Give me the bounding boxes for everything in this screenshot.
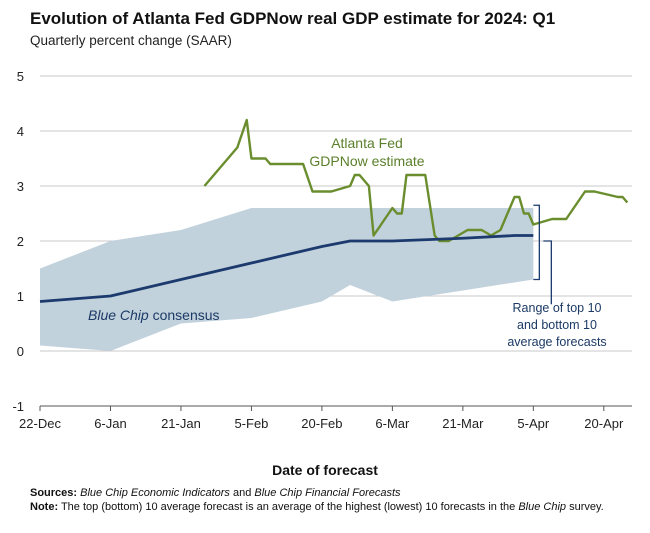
note-label: Note:	[30, 501, 59, 513]
chart-notes: Sources: Blue Chip Economic Indicators a…	[30, 486, 630, 514]
note-part: Blue Chip	[518, 501, 567, 513]
range-annotation: Range of top 10	[513, 301, 602, 315]
sources-part: Blue Chip Financial Forecasts	[254, 487, 401, 499]
y-tick-label: 0	[17, 344, 24, 359]
range-band	[40, 208, 534, 351]
x-tick-label: 5-Apr	[517, 416, 549, 431]
note-part: survey.	[566, 501, 604, 513]
note-part: The top (bottom) 10 average forecast is …	[58, 501, 519, 513]
y-tick-label: 1	[17, 289, 24, 304]
y-tick-label: 5	[17, 69, 24, 84]
bluechip-annotation-part: consensus	[149, 307, 220, 323]
bluechip-annotation: Blue Chip consensus	[88, 307, 220, 323]
gdpnow-chart: -1 0 1 2 3 4 5 22-Dec 6-Jan 21-Jan 5-Feb 20-Feb 6-Ma…	[12, 69, 632, 431]
sources-text: Blue Chip Economic Indicators and Blue C…	[80, 487, 400, 499]
sources-part: Blue Chip Economic Indicators	[80, 487, 230, 499]
x-tick-label: 6-Mar	[375, 416, 410, 431]
chart-subtitle: Quarterly percent change (SAAR)	[30, 33, 232, 48]
range-bracket	[533, 204, 540, 281]
sources-line: Sources: Blue Chip Economic Indicators a…	[30, 486, 630, 500]
gdpnow-annotation: GDPNow estimate	[309, 153, 424, 169]
y-tick-label: 4	[17, 124, 24, 139]
bluechip-annotation-part: Blue Chip	[88, 307, 149, 323]
chart-title: Evolution of Atlanta Fed GDPNow real GDP…	[30, 9, 556, 28]
y-tick-label: -1	[12, 399, 24, 414]
note-text: The top (bottom) 10 average forecast is …	[58, 501, 604, 513]
range-annotation: average forecasts	[507, 335, 606, 349]
x-tick-label: 5-Feb	[234, 416, 268, 431]
x-tick-label: 20-Feb	[301, 416, 342, 431]
y-tick-label: 3	[17, 179, 24, 194]
gdpnow-line	[203, 118, 629, 243]
range-annotation: and bottom 10	[517, 318, 597, 332]
x-tick-label: 21-Mar	[442, 416, 484, 431]
y-tick-label: 2	[17, 234, 24, 249]
sources-label: Sources:	[30, 487, 78, 499]
range-leader	[543, 240, 552, 305]
gdpnow-annotation: Atlanta Fed	[331, 135, 403, 151]
x-tick-label: 20-Apr	[584, 416, 624, 431]
sources-part: and	[229, 487, 255, 499]
x-tick-label: 6-Jan	[94, 416, 127, 431]
note-line: Note: The top (bottom) 10 average foreca…	[30, 500, 630, 514]
x-tick-label: 21-Jan	[161, 416, 201, 431]
x-tick-label: 22-Dec	[19, 416, 61, 431]
x-axis-title: Date of forecast	[272, 462, 378, 478]
bluechip-line	[39, 234, 534, 303]
